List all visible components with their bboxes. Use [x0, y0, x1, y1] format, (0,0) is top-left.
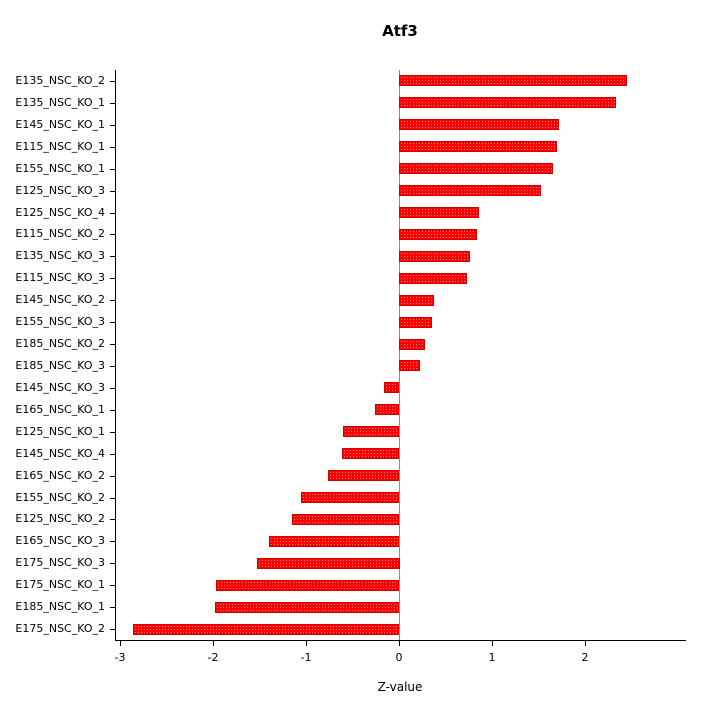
x-axis-tick [213, 641, 214, 646]
y-axis-tick [110, 476, 115, 477]
x-tick-label: -3 [114, 651, 126, 664]
y-axis-tick [110, 432, 115, 433]
x-axis-tick [399, 641, 400, 646]
y-axis-tick [110, 169, 115, 170]
bar [399, 97, 616, 108]
y-axis-tick [110, 322, 115, 323]
y-axis-tick [110, 498, 115, 499]
y-tick-label: E155_NSC_KO_2 [15, 491, 105, 504]
y-axis-tick [110, 519, 115, 520]
bar [216, 580, 399, 591]
y-tick-label: E125_NSC_KO_4 [15, 206, 105, 219]
x-tick-label: 2 [581, 651, 589, 664]
y-tick-label: E175_NSC_KO_2 [15, 622, 105, 635]
bar [301, 492, 399, 503]
bar [399, 163, 553, 174]
bar [399, 317, 432, 328]
x-axis-tick [585, 641, 586, 646]
y-axis-tick [110, 256, 115, 257]
bar [399, 360, 420, 371]
y-axis-tick [110, 410, 115, 411]
bar [399, 273, 467, 284]
zero-reference-line [399, 70, 400, 640]
y-axis-tick [110, 454, 115, 455]
y-tick-label: E125_NSC_KO_2 [15, 512, 105, 525]
x-axis-tick [120, 641, 121, 646]
bar [399, 141, 557, 152]
y-tick-label: E185_NSC_KO_2 [15, 337, 105, 350]
x-axis-label: Z-value [377, 680, 423, 694]
bar [292, 514, 399, 525]
y-axis-tick [110, 629, 115, 630]
y-axis-tick [110, 344, 115, 345]
y-tick-label: E115_NSC_KO_2 [15, 227, 105, 240]
x-tick-label: 1 [488, 651, 496, 664]
bar [399, 295, 434, 306]
x-axis-tick [306, 641, 307, 646]
x-tick-label: -1 [300, 651, 312, 664]
bar [133, 624, 399, 635]
y-tick-label: E145_NSC_KO_2 [15, 293, 105, 306]
y-axis-tick [110, 585, 115, 586]
bar [328, 470, 399, 481]
bar [343, 426, 399, 437]
y-axis-tick [110, 607, 115, 608]
bar [342, 448, 399, 459]
y-axis-tick [110, 81, 115, 82]
y-tick-label: E145_NSC_KO_3 [15, 381, 105, 394]
y-tick-label: E185_NSC_KO_1 [15, 600, 105, 613]
y-axis-tick [110, 125, 115, 126]
y-tick-label: E125_NSC_KO_3 [15, 184, 105, 197]
y-axis-line [115, 70, 116, 641]
bar [399, 75, 627, 86]
y-axis-tick [110, 300, 115, 301]
x-tick-label: -2 [207, 651, 219, 664]
y-tick-label: E155_NSC_KO_1 [15, 162, 105, 175]
y-tick-label: E135_NSC_KO_2 [15, 74, 105, 87]
y-tick-label: E165_NSC_KO_1 [15, 403, 105, 416]
y-tick-label: E175_NSC_KO_1 [15, 578, 105, 591]
bar [399, 251, 470, 262]
y-tick-label: E185_NSC_KO_3 [15, 359, 105, 372]
y-tick-label: E165_NSC_KO_2 [15, 469, 105, 482]
y-tick-label: E125_NSC_KO_1 [15, 425, 105, 438]
y-axis-tick [110, 366, 115, 367]
y-tick-label: E115_NSC_KO_1 [15, 140, 105, 153]
bar [399, 229, 477, 240]
bar [399, 119, 559, 130]
y-tick-label: E145_NSC_KO_4 [15, 447, 105, 460]
bar [399, 185, 541, 196]
y-axis-tick [110, 103, 115, 104]
y-axis-tick [110, 147, 115, 148]
x-tick-label: 0 [395, 651, 403, 664]
bar [215, 602, 399, 613]
y-tick-label: E135_NSC_KO_3 [15, 249, 105, 262]
y-tick-label: E135_NSC_KO_1 [15, 96, 105, 109]
y-tick-label: E165_NSC_KO_3 [15, 534, 105, 547]
y-axis-tick [110, 213, 115, 214]
bar [269, 536, 399, 547]
y-tick-label: E115_NSC_KO_3 [15, 271, 105, 284]
x-axis-tick [492, 641, 493, 646]
y-axis-tick [110, 234, 115, 235]
x-axis-line [115, 640, 686, 641]
bar [375, 404, 399, 415]
y-axis-tick [110, 388, 115, 389]
y-axis-tick [110, 541, 115, 542]
y-axis-tick [110, 278, 115, 279]
y-axis-tick [110, 191, 115, 192]
chart-title: Atf3 [382, 22, 418, 40]
bar [384, 382, 399, 393]
bar [399, 207, 479, 218]
y-axis-tick [110, 563, 115, 564]
bar [399, 339, 425, 350]
y-tick-label: E175_NSC_KO_3 [15, 556, 105, 569]
y-tick-label: E145_NSC_KO_1 [15, 118, 105, 131]
bar [257, 558, 400, 569]
y-tick-label: E155_NSC_KO_3 [15, 315, 105, 328]
